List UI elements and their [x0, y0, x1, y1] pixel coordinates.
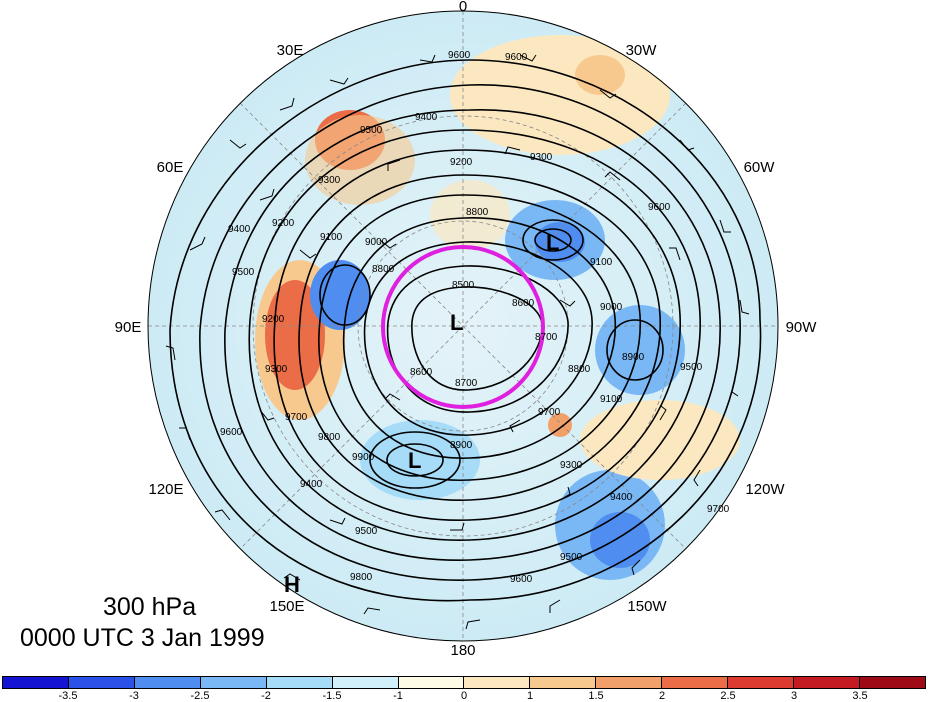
lon-label-150e: 150E — [269, 598, 305, 615]
colorbar-tick-label: 3 — [790, 690, 798, 702]
contour-label: 9500 — [232, 267, 255, 278]
contour-label: 9700 — [538, 407, 561, 418]
contour-label: 8600 — [512, 298, 535, 309]
contour-label: 8600 — [410, 367, 433, 378]
contour-label: 9500 — [355, 526, 378, 537]
colorbar-tick-label: 2 — [658, 690, 666, 702]
highlight-circle — [381, 245, 545, 409]
contour-label: 8800 — [568, 364, 591, 375]
contour-label: 8800 — [372, 264, 395, 275]
colorbar-box — [794, 677, 860, 688]
contour-label: 9300 — [560, 460, 583, 471]
lon-label-30e: 30E — [276, 42, 304, 59]
colorbar-box — [266, 677, 333, 688]
contour-label: 9100 — [600, 394, 623, 405]
contour-label: 9500 — [680, 362, 703, 373]
contour-label: 8700 — [455, 378, 478, 389]
lon-label-30w: 30W — [625, 42, 657, 59]
contour-label: 9200 — [272, 218, 295, 229]
height-contours — [169, 59, 762, 602]
contour-label: 9400 — [300, 479, 323, 490]
colorbar-box — [728, 677, 795, 688]
lon-label-90w: 90W — [785, 319, 817, 336]
lon-label-0: 0 — [458, 0, 468, 15]
map-boundary — [147, 10, 779, 642]
colorbar-tick-label: 0 — [460, 690, 468, 702]
colorbar-tick-label: -1 — [393, 690, 403, 702]
high-center-label: H — [284, 572, 300, 597]
colorbar-box — [332, 677, 399, 688]
contour-label: 8500 — [452, 280, 475, 291]
contour-label: 9100 — [590, 257, 613, 268]
lon-label-90e: 90E — [114, 319, 142, 336]
contour-label: 9600 — [448, 50, 471, 61]
colorbar-tick-label: -3.5 — [58, 690, 78, 702]
lon-label-120w: 120W — [745, 481, 785, 498]
colorbar-box — [530, 677, 597, 688]
lon-label-150w: 150W — [627, 598, 667, 615]
contour-label: 9400 — [415, 112, 438, 123]
lon-label-60w: 60W — [743, 159, 775, 176]
contour-label: 9300 — [265, 364, 288, 375]
colorbar-box — [662, 677, 729, 688]
contour-label: 8800 — [466, 207, 489, 218]
contour-label: 9900 — [352, 452, 375, 463]
contour-label: 9600 — [220, 427, 243, 438]
colorbar-box — [134, 677, 201, 688]
contour-label: 8900 — [622, 352, 645, 363]
contour-label: 9800 — [350, 572, 373, 583]
colorbar-tick-label: -2.5 — [190, 690, 210, 702]
contour-label: 9200 — [262, 314, 285, 325]
colorbar-tick-label: 1 — [526, 690, 534, 702]
colorbar-tick-label: 1.5 — [588, 690, 604, 702]
colorbar-box — [200, 677, 267, 688]
contour-label: 9500 — [560, 552, 583, 563]
colorbar-box — [3, 677, 69, 688]
contour-label: 9500 — [360, 125, 383, 136]
lon-label-60e: 60E — [156, 159, 184, 176]
contour-label: 9100 — [320, 232, 343, 243]
contour-label: 9000 — [365, 237, 388, 248]
valid-time-caption: 0000 UTC 3 Jan 1999 — [20, 624, 265, 652]
low-center-label: L — [546, 230, 559, 255]
contour-label: 9800 — [318, 432, 341, 443]
graticule — [148, 11, 778, 641]
colorbar-tick-label: -2 — [261, 690, 271, 702]
colorbar-box — [68, 677, 135, 688]
low-center-label: L — [408, 448, 421, 473]
contour-label: 9000 — [600, 302, 623, 313]
contour-label: 9700 — [707, 504, 730, 515]
contour-label: 9600 — [510, 574, 533, 585]
lon-label-120e: 120E — [148, 481, 184, 498]
low-center-label: L — [450, 310, 463, 335]
contour-label: 8900 — [450, 440, 473, 451]
colorbar-box — [859, 677, 925, 688]
contour-label: 9300 — [530, 152, 553, 163]
colorbar-tick-label: -1.5 — [322, 690, 342, 702]
pressure-level-caption: 300 hPa — [103, 593, 197, 621]
colorbar-tick-label: 2.5 — [720, 690, 736, 702]
colorbar-box — [398, 677, 465, 688]
contour-label: 9400 — [610, 492, 633, 503]
colorbar-box — [596, 677, 663, 688]
colorbar-box — [464, 677, 531, 688]
contour-label: 9600 — [505, 52, 528, 63]
pressure-systems: L L L H — [284, 230, 559, 597]
contour-label: 8700 — [535, 332, 558, 343]
colorbar-tick-label: 3.5 — [852, 690, 868, 702]
contour-label: 9400 — [228, 224, 251, 235]
contour-label: 9200 — [450, 157, 473, 168]
wind-barbs — [165, 54, 750, 630]
contour-label: 9300 — [318, 175, 341, 186]
lon-label-180: 180 — [450, 642, 476, 659]
contour-labels: 9600 9600 9400 9500 9300 9200 9100 9000 … — [220, 50, 730, 585]
contour-label: 9700 — [285, 412, 308, 423]
contour-label: 9600 — [648, 202, 671, 213]
colorbar — [2, 676, 926, 689]
colorbar-tick-label: -3 — [129, 690, 139, 702]
